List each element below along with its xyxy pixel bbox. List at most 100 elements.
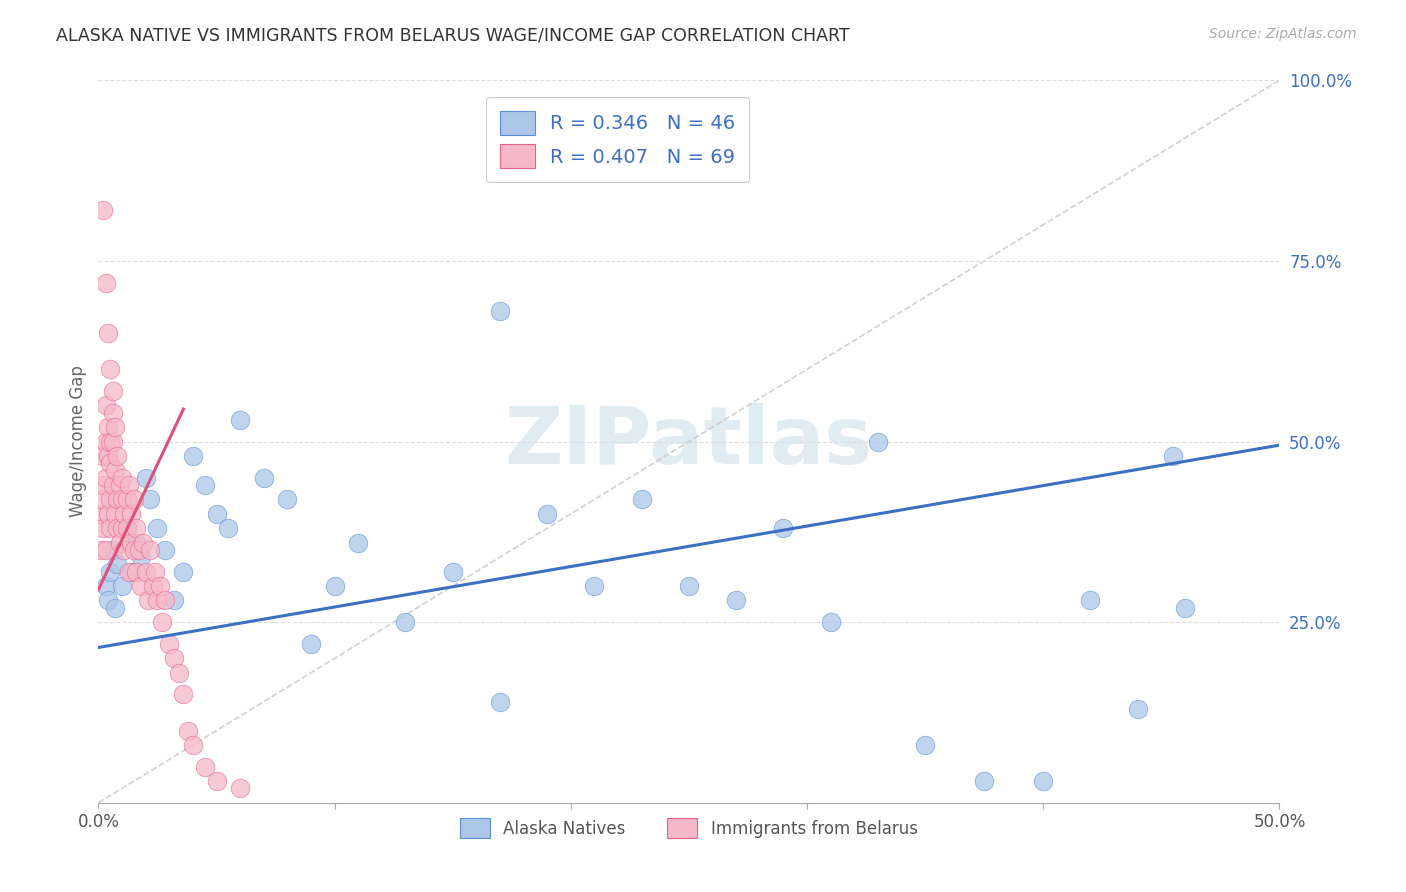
Point <box>94 398 117 412</box>
Point <box>118 565 141 579</box>
Point <box>91 203 114 218</box>
Point <box>142 579 165 593</box>
Point <box>104 507 127 521</box>
Point <box>678 579 700 593</box>
Text: ALASKA NATIVE VS IMMIGRANTS FROM BELARUS WAGE/INCOME GAP CORRELATION CHART: ALASKA NATIVE VS IMMIGRANTS FROM BELARUS… <box>56 27 849 45</box>
Point <box>101 406 124 420</box>
Point <box>820 615 842 630</box>
Point <box>276 492 298 507</box>
Point <box>914 738 936 752</box>
Point <box>104 600 127 615</box>
Point <box>630 492 652 507</box>
Point <box>394 615 416 630</box>
Point <box>153 542 176 557</box>
Point <box>91 449 114 463</box>
Point <box>132 535 155 549</box>
Point <box>150 615 173 630</box>
Point <box>97 326 120 340</box>
Point <box>181 738 204 752</box>
Point <box>172 565 194 579</box>
Point <box>167 665 190 680</box>
Point <box>583 579 606 593</box>
Point <box>111 492 134 507</box>
Point <box>347 535 370 549</box>
Point <box>97 420 120 434</box>
Point <box>98 362 121 376</box>
Point <box>118 478 141 492</box>
Point <box>772 521 794 535</box>
Point <box>1174 600 1197 615</box>
Point <box>229 781 252 796</box>
Point <box>104 463 127 477</box>
Point <box>217 521 239 535</box>
Point <box>163 651 186 665</box>
Point <box>125 521 148 535</box>
Point <box>97 449 120 463</box>
Point <box>129 579 152 593</box>
Text: ZIPatlas: ZIPatlas <box>505 402 873 481</box>
Point <box>1126 702 1149 716</box>
Point <box>129 550 152 565</box>
Point <box>105 521 128 535</box>
Point <box>125 565 148 579</box>
Point <box>122 492 145 507</box>
Point <box>98 565 121 579</box>
Point <box>111 470 134 484</box>
Point <box>108 478 131 492</box>
Point <box>94 542 117 557</box>
Point <box>139 492 162 507</box>
Point <box>153 593 176 607</box>
Point <box>536 507 558 521</box>
Point <box>104 420 127 434</box>
Point <box>111 521 134 535</box>
Point <box>253 470 276 484</box>
Point <box>489 695 512 709</box>
Point <box>163 593 186 607</box>
Point <box>194 760 217 774</box>
Point <box>101 434 124 449</box>
Point <box>91 478 114 492</box>
Point <box>90 507 112 521</box>
Point <box>1161 449 1184 463</box>
Point <box>139 542 162 557</box>
Point <box>725 593 748 607</box>
Point <box>1032 774 1054 789</box>
Point <box>105 449 128 463</box>
Point <box>97 507 120 521</box>
Point <box>115 521 138 535</box>
Point <box>1080 593 1102 607</box>
Point <box>94 276 117 290</box>
Point <box>115 521 138 535</box>
Point <box>98 456 121 470</box>
Point <box>105 558 128 572</box>
Point <box>441 565 464 579</box>
Point <box>194 478 217 492</box>
Point <box>94 434 117 449</box>
Point <box>177 723 200 738</box>
Point <box>90 542 112 557</box>
Point <box>172 687 194 701</box>
Y-axis label: Wage/Income Gap: Wage/Income Gap <box>69 366 87 517</box>
Point <box>91 521 114 535</box>
Point <box>98 434 121 449</box>
Point <box>101 478 124 492</box>
Point <box>135 470 157 484</box>
Point <box>105 492 128 507</box>
Point <box>98 521 121 535</box>
Point <box>101 384 124 398</box>
Point <box>111 579 134 593</box>
Point <box>866 434 889 449</box>
Point <box>97 593 120 607</box>
Point <box>299 637 322 651</box>
Point <box>146 593 169 607</box>
Point <box>121 535 143 549</box>
Point <box>181 449 204 463</box>
Point <box>323 579 346 593</box>
Point <box>136 593 159 607</box>
Point <box>115 492 138 507</box>
Point <box>143 565 166 579</box>
Text: Source: ZipAtlas.com: Source: ZipAtlas.com <box>1209 27 1357 41</box>
Point <box>229 413 252 427</box>
Point <box>149 579 172 593</box>
Point <box>90 492 112 507</box>
